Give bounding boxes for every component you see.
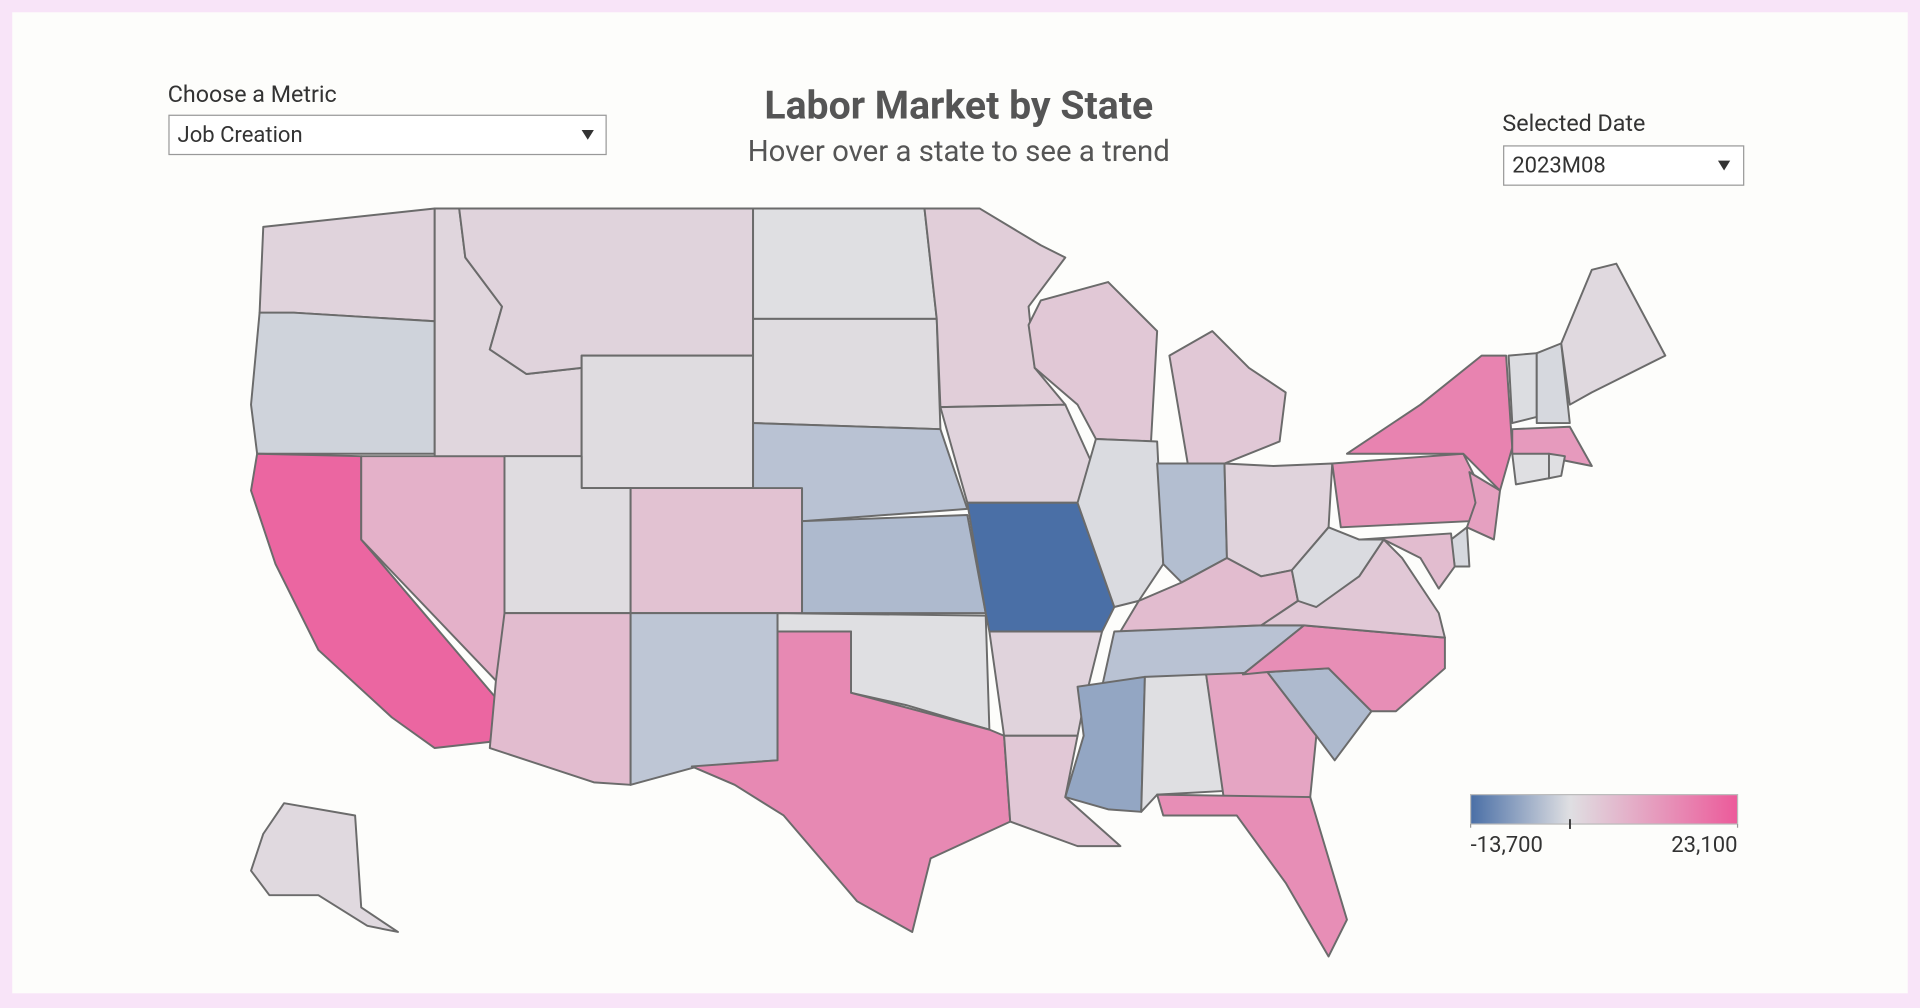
state[interactable] <box>250 311 436 455</box>
dropdown-box[interactable] <box>168 114 607 156</box>
state[interactable] <box>250 802 399 933</box>
state[interactable] <box>1511 452 1550 486</box>
state[interactable] <box>988 630 1104 737</box>
legend-bar <box>1470 794 1739 825</box>
state[interactable] <box>1331 452 1483 529</box>
dropdown-arrow[interactable] <box>581 129 594 140</box>
date-label: Selected Date <box>1502 109 1645 137</box>
map <box>250 207 1667 958</box>
metric-dropdown[interactable]: Job Creation <box>168 114 607 156</box>
state[interactable] <box>752 317 942 431</box>
state[interactable] <box>1290 526 1385 608</box>
state[interactable] <box>1156 793 1348 958</box>
state[interactable] <box>258 207 436 323</box>
state[interactable] <box>1548 452 1566 480</box>
state[interactable] <box>801 514 987 615</box>
legend-tick-label: 23,100 <box>1671 833 1737 858</box>
state[interactable] <box>1507 352 1538 425</box>
state[interactable] <box>1465 471 1501 541</box>
state[interactable] <box>1140 673 1226 813</box>
state[interactable] <box>580 354 755 490</box>
metric-label: Choose a Metric <box>168 80 337 108</box>
state[interactable] <box>1535 342 1571 425</box>
date-value[interactable]: 2023M08 <box>1512 154 1606 179</box>
color-legend: -13,700 23,100 <box>1470 794 1739 858</box>
dropdown-box[interactable] <box>1503 145 1745 186</box>
state[interactable] <box>629 487 804 615</box>
state[interactable] <box>458 207 755 375</box>
legend-tick-label: -13,700 <box>1471 833 1543 858</box>
date-dropdown[interactable]: 2023M08 <box>1503 145 1745 186</box>
state[interactable] <box>1345 354 1514 492</box>
dropdown-arrow[interactable] <box>1717 160 1731 171</box>
subtitle: Hover over a state to see a trend <box>748 135 1170 169</box>
state[interactable] <box>629 612 779 786</box>
state[interactable] <box>1003 734 1122 848</box>
state[interactable] <box>1358 532 1456 590</box>
metric-value[interactable]: Job Creation <box>178 123 303 148</box>
state[interactable] <box>690 630 1012 933</box>
title: Labor Market by State <box>764 82 1153 128</box>
state[interactable] <box>939 403 1097 504</box>
state[interactable] <box>1560 262 1667 406</box>
state[interactable] <box>752 207 938 320</box>
